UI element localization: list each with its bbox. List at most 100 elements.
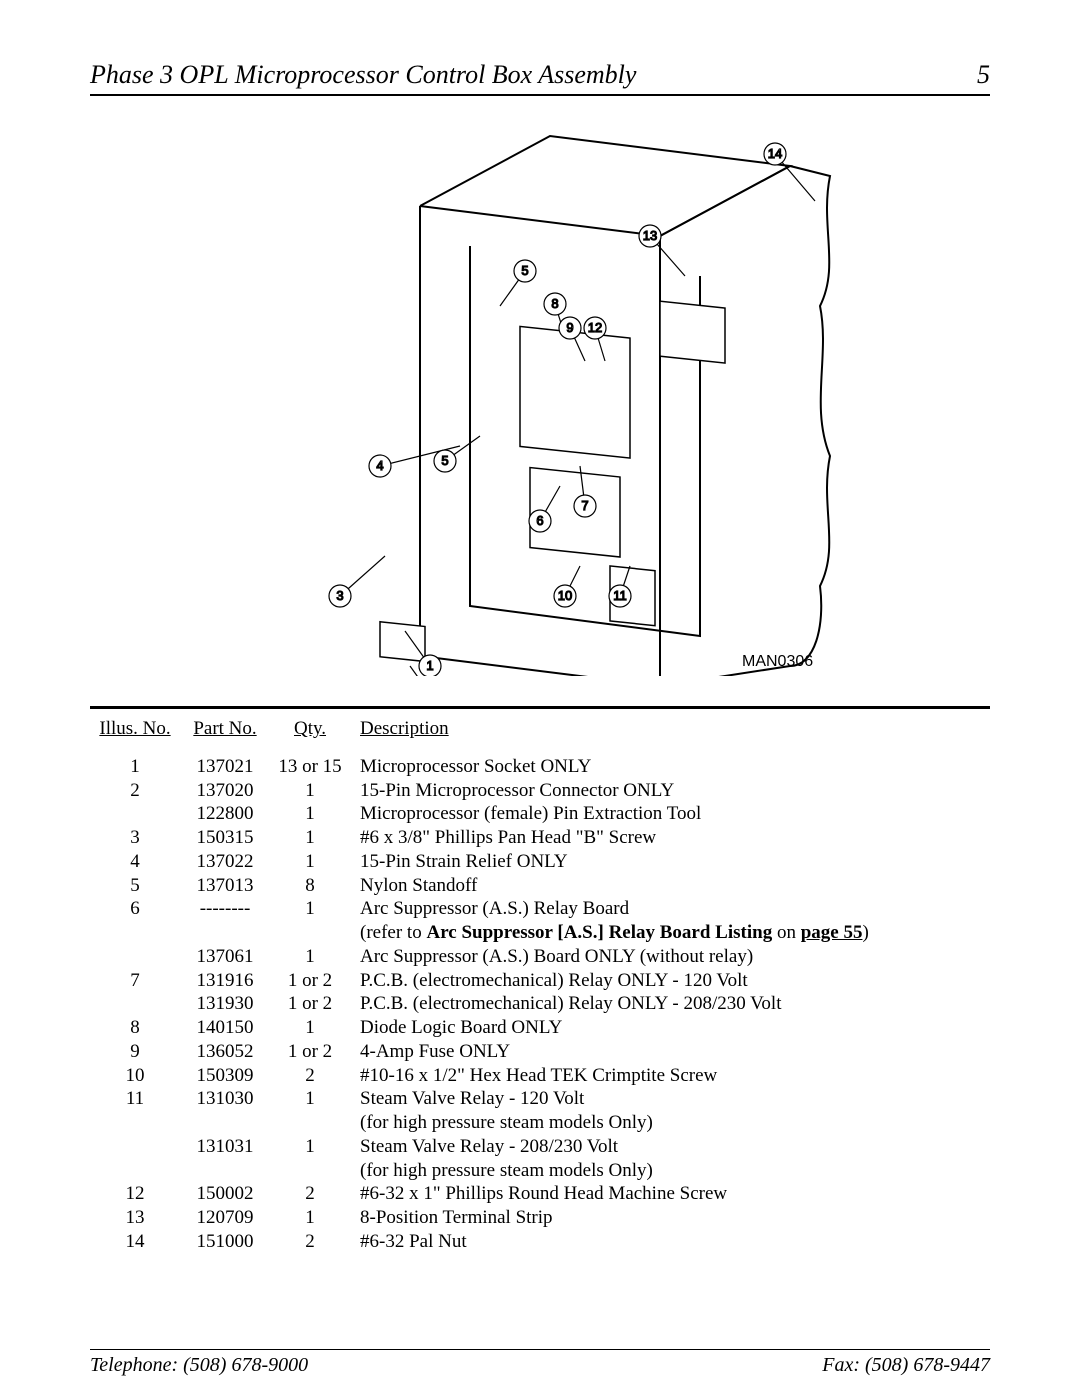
cell-desc: Microprocessor (female) Pin Extraction T… xyxy=(350,802,990,826)
table-row: 1312070918-Position Terminal Strip xyxy=(90,1206,990,1230)
cell-part: 150002 xyxy=(180,1182,270,1206)
cell-illus: 11 xyxy=(90,1087,180,1111)
cell-part: -------- xyxy=(180,897,270,921)
cell-desc: 15-Pin Strain Relief ONLY xyxy=(350,850,990,874)
callout-8: 8 xyxy=(551,296,558,311)
cell-part xyxy=(180,1159,270,1183)
cell-part: 122800 xyxy=(180,802,270,826)
cell-desc: P.C.B. (electromechanical) Relay ONLY - … xyxy=(350,969,990,993)
cell-desc: Steam Valve Relay - 120 Volt xyxy=(350,1087,990,1111)
cell-desc: #6 x 3/8" Phillips Pan Head "B" Screw xyxy=(350,826,990,850)
cell-illus xyxy=(90,1159,180,1183)
table-row: 1228001Microprocessor (female) Pin Extra… xyxy=(90,802,990,826)
table-row: 81401501Diode Logic Board ONLY xyxy=(90,1016,990,1040)
cell-illus xyxy=(90,1111,180,1135)
cell-part: 136052 xyxy=(180,1040,270,1064)
footer-fax: Fax: (508) 678-9447 xyxy=(822,1354,990,1377)
cell-desc: P.C.B. (electromechanical) Relay ONLY - … xyxy=(350,992,990,1016)
table-row: 113702113 or 15Microprocessor Socket ONL… xyxy=(90,755,990,779)
header-illus: Illus. No. xyxy=(90,717,180,741)
callout-11: 11 xyxy=(613,588,627,603)
cell-illus: 7 xyxy=(90,969,180,993)
cell-part: 137022 xyxy=(180,850,270,874)
cell-illus xyxy=(90,921,180,945)
table-row: 71319161 or 2P.C.B. (electromechanical) … xyxy=(90,969,990,993)
cell-desc: Nylon Standoff xyxy=(350,874,990,898)
cell-part: 137061 xyxy=(180,945,270,969)
cell-qty: 2 xyxy=(270,1230,350,1254)
cell-desc: 8-Position Terminal Strip xyxy=(350,1206,990,1230)
table-row: 51370138Nylon Standoff xyxy=(90,874,990,898)
cell-illus xyxy=(90,1135,180,1159)
assembly-diagram: 1 2 3 4 5 5 6 7 8 9 1 xyxy=(90,106,990,696)
cell-part: 131930 xyxy=(180,992,270,1016)
cell-illus: 12 xyxy=(90,1182,180,1206)
cell-desc: #10-16 x 1/2" Hex Head TEK Crimptite Scr… xyxy=(350,1064,990,1088)
header-part: Part No. xyxy=(180,717,270,741)
diagram-svg: 1 2 3 4 5 5 6 7 8 9 1 xyxy=(230,106,850,676)
cell-qty xyxy=(270,921,350,945)
cell-qty: 1 xyxy=(270,945,350,969)
cell-illus: 3 xyxy=(90,826,180,850)
cell-part xyxy=(180,921,270,945)
cell-qty: 13 or 15 xyxy=(270,755,350,779)
table-row: 1370611Arc Suppressor (A.S.) Board ONLY … xyxy=(90,945,990,969)
cell-qty: 1 xyxy=(270,1016,350,1040)
table-body: 113702113 or 15Microprocessor Socket ONL… xyxy=(90,755,990,1254)
diagram-label: MAN0306 xyxy=(742,653,813,670)
table-row: 121500022#6-32 x 1" Phillips Round Head … xyxy=(90,1182,990,1206)
table-rule xyxy=(90,706,990,709)
cell-qty: 1 or 2 xyxy=(270,969,350,993)
cell-part: 151000 xyxy=(180,1230,270,1254)
cell-illus: 1 xyxy=(90,755,180,779)
callout-13: 13 xyxy=(643,228,657,243)
table-row: 1310311Steam Valve Relay - 208/230 Volt xyxy=(90,1135,990,1159)
cell-desc: (refer to Arc Suppressor [A.S.] Relay Bo… xyxy=(350,921,990,945)
cell-illus xyxy=(90,992,180,1016)
cell-desc: Diode Logic Board ONLY xyxy=(350,1016,990,1040)
page-header: Phase 3 OPL Microprocessor Control Box A… xyxy=(90,60,990,96)
cell-part: 150309 xyxy=(180,1064,270,1088)
parts-table: Illus. No. Part No. Qty. Description 113… xyxy=(90,717,990,1254)
cell-illus: 14 xyxy=(90,1230,180,1254)
cell-part: 131031 xyxy=(180,1135,270,1159)
cell-qty: 1 or 2 xyxy=(270,1040,350,1064)
cell-qty: 8 xyxy=(270,874,350,898)
table-header-row: Illus. No. Part No. Qty. Description xyxy=(90,717,990,741)
page-title: Phase 3 OPL Microprocessor Control Box A… xyxy=(90,60,636,90)
cell-desc: Arc Suppressor (A.S.) Board ONLY (withou… xyxy=(350,945,990,969)
callout-1: 1 xyxy=(426,658,433,673)
cell-illus: 5 xyxy=(90,874,180,898)
cell-illus xyxy=(90,802,180,826)
cell-desc: #6-32 Pal Nut xyxy=(350,1230,990,1254)
table-row: 2137020115-Pin Microprocessor Connector … xyxy=(90,779,990,803)
cell-desc: Arc Suppressor (A.S.) Relay Board xyxy=(350,897,990,921)
cell-part: 137021 xyxy=(180,755,270,779)
callout-14: 14 xyxy=(768,146,782,161)
table-row: 111310301Steam Valve Relay - 120 Volt xyxy=(90,1087,990,1111)
table-row: (refer to Arc Suppressor [A.S.] Relay Bo… xyxy=(90,921,990,945)
cell-part: 131916 xyxy=(180,969,270,993)
cell-illus: 8 xyxy=(90,1016,180,1040)
cell-illus: 2 xyxy=(90,779,180,803)
table-row: 6--------1Arc Suppressor (A.S.) Relay Bo… xyxy=(90,897,990,921)
callout-5b: 5 xyxy=(441,453,448,468)
table-row: (for high pressure steam models Only) xyxy=(90,1111,990,1135)
cell-illus: 4 xyxy=(90,850,180,874)
cell-qty: 1 xyxy=(270,850,350,874)
cell-desc: 4-Amp Fuse ONLY xyxy=(350,1040,990,1064)
cell-illus: 6 xyxy=(90,897,180,921)
cell-desc: (for high pressure steam models Only) xyxy=(350,1159,990,1183)
cell-desc: 15-Pin Microprocessor Connector ONLY xyxy=(350,779,990,803)
callout-3: 3 xyxy=(336,588,343,603)
cell-desc: (for high pressure steam models Only) xyxy=(350,1111,990,1135)
cell-desc: Microprocessor Socket ONLY xyxy=(350,755,990,779)
cell-qty: 1 xyxy=(270,897,350,921)
cell-part: 120709 xyxy=(180,1206,270,1230)
cell-illus: 10 xyxy=(90,1064,180,1088)
table-row: 91360521 or 24-Amp Fuse ONLY xyxy=(90,1040,990,1064)
table-row: 31503151#6 x 3/8" Phillips Pan Head "B" … xyxy=(90,826,990,850)
page-number: 5 xyxy=(977,60,990,90)
callout-7: 7 xyxy=(581,498,588,513)
table-row: 141510002#6-32 Pal Nut xyxy=(90,1230,990,1254)
